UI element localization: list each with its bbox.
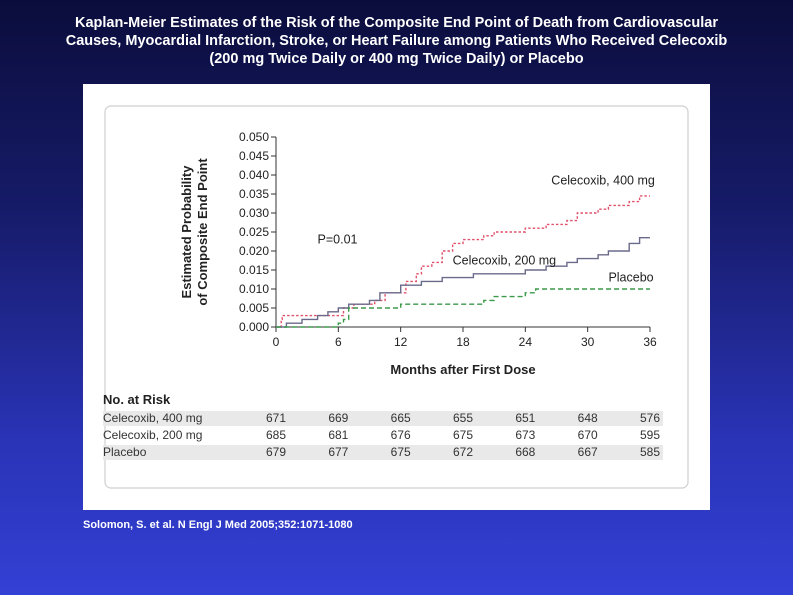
y-axis-title: Estimated Probability of Composite End Po…: [179, 158, 210, 306]
risk-cell: 675: [453, 428, 473, 442]
y-tick-label: 0.040: [239, 168, 269, 182]
risk-cell: 585: [640, 445, 660, 459]
risk-row-band: [103, 445, 663, 460]
y-tick-label: 0.025: [239, 225, 269, 239]
risk-row-label: Celecoxib, 200 mg: [103, 428, 202, 442]
risk-row-label: Celecoxib, 400 mg: [103, 411, 202, 425]
risk-cell: 665: [391, 411, 411, 425]
x-tick-label: 12: [394, 335, 408, 349]
risk-cell: 670: [578, 428, 598, 442]
risk-table-header: No. at Risk: [103, 392, 171, 407]
inner-frame: [104, 105, 689, 489]
y-axis-title-line: Estimated Probability: [179, 165, 194, 299]
y-tick-label: 0.015: [239, 263, 269, 277]
risk-cell: 672: [453, 445, 473, 459]
risk-cell: 673: [515, 428, 535, 442]
y-tick-label: 0.050: [239, 130, 269, 144]
risk-cell: 677: [328, 445, 348, 459]
x-tick-label: 18: [456, 335, 470, 349]
y-tick-label: 0.000: [239, 320, 269, 334]
x-axis-title: Months after First Dose: [390, 362, 535, 377]
risk-cell: 681: [328, 428, 348, 442]
x-tick-label: 30: [581, 335, 595, 349]
risk-cell: 668: [515, 445, 535, 459]
slide-title-line-3: (200 mg Twice Daily or 400 mg Twice Dail…: [209, 51, 584, 67]
series-line-celecoxib-200-mg: [276, 237, 650, 328]
x-tick-label: 36: [643, 335, 657, 349]
risk-cell: 679: [266, 445, 286, 459]
y-tick-label: 0.035: [239, 187, 269, 201]
p-value-annotation: P=0.01: [318, 232, 358, 246]
series-label: Placebo: [608, 270, 653, 284]
y-tick-label: 0.045: [239, 149, 269, 163]
slide-title-line-1: Kaplan-Meier Estimates of the Risk of th…: [75, 15, 718, 31]
risk-cell: 576: [640, 411, 660, 425]
risk-cell: 655: [453, 411, 473, 425]
slide-title-line-2: Causes, Myocardial Infarction, Stroke, o…: [65, 33, 728, 49]
risk-row-band: [103, 411, 663, 426]
risk-cell: 651: [515, 411, 535, 425]
slide-title: Kaplan-Meier Estimates of the Risk of th…: [0, 14, 793, 68]
y-tick-label: 0.020: [239, 244, 269, 258]
x-tick-label: 0: [273, 335, 280, 349]
y-tick-label: 0.030: [239, 206, 269, 220]
figure-panel: 0.000 0.005 0.010 0.015 0.020 0.025 0.030 0.035…: [83, 84, 710, 510]
series-label: Celecoxib, 200 mg: [453, 253, 557, 267]
risk-cell: 595: [640, 428, 660, 442]
risk-cell: 685: [266, 428, 286, 442]
risk-cell: 671: [266, 411, 286, 425]
risk-row-label: Placebo: [103, 445, 147, 459]
y-tick-label: 0.010: [239, 282, 269, 296]
series-line-placebo: [276, 288, 650, 328]
x-tick-label: 6: [335, 335, 342, 349]
risk-cell: 675: [391, 445, 411, 459]
citation: Solomon, S. et al. N Engl J Med 2005;352…: [83, 519, 353, 531]
risk-cell: 667: [578, 445, 598, 459]
y-tick-label: 0.005: [239, 301, 269, 315]
series-label: Celecoxib, 400 mg: [551, 174, 655, 188]
risk-cell: 676: [391, 428, 411, 442]
risk-cell: 669: [328, 411, 348, 425]
x-tick-label: 24: [519, 335, 533, 349]
y-axis-title-line: of Composite End Point: [195, 158, 210, 306]
kaplan-meier-chart: 0.000 0.005 0.010 0.015 0.020 0.025 0.030 0.035…: [103, 105, 689, 489]
risk-cell: 648: [578, 411, 598, 425]
